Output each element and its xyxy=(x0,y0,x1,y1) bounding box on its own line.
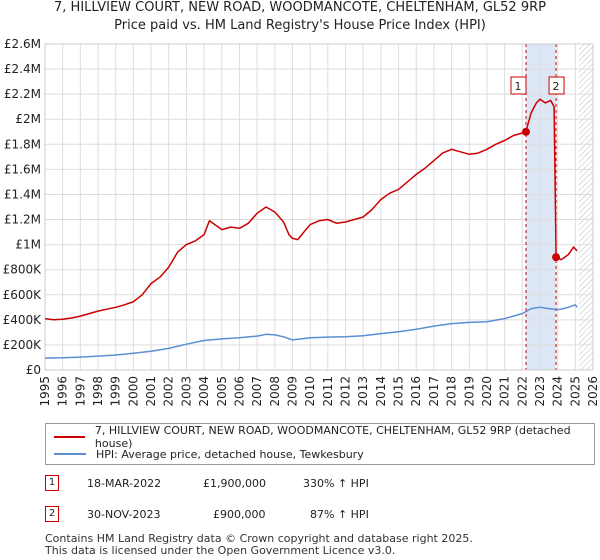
y-tick-label: £600K xyxy=(3,288,43,302)
x-tick-label: 1998 xyxy=(91,376,105,407)
x-tick-label: 2018 xyxy=(445,376,459,407)
x-tick-label: 2025 xyxy=(568,376,582,407)
y-tick-label: £800K xyxy=(3,263,43,277)
y-tick-label: £2.6M xyxy=(4,37,41,51)
chart-subtitle: Price paid vs. HM Land Registry's House … xyxy=(114,18,486,33)
x-tick-label: 2009 xyxy=(285,376,299,407)
y-tick-label: £1.8M xyxy=(4,137,41,151)
footer-license: This data is licensed under the Open Gov… xyxy=(45,544,396,557)
legend-label-property: 7, HILLVIEW COURT, NEW ROAD, WOODMANCOTE… xyxy=(94,424,571,450)
y-tick-label: £200K xyxy=(3,338,43,352)
x-tick-label: 2019 xyxy=(462,376,476,407)
x-tick-label: 1996 xyxy=(56,376,70,407)
sale-label-box xyxy=(548,76,565,95)
sale-point xyxy=(522,127,531,136)
hpi-line xyxy=(44,304,578,359)
x-tick-label: 2016 xyxy=(409,376,423,407)
x-tick-label: 2021 xyxy=(498,376,512,407)
x-tick-label: 2017 xyxy=(427,376,441,407)
sale-label: 2 xyxy=(553,80,560,93)
x-tick-label: 2024 xyxy=(551,376,565,407)
x-tick-label: 2010 xyxy=(303,376,317,407)
sale-date: 18-MAR-2022 xyxy=(87,477,162,490)
x-tick-label: 1997 xyxy=(73,376,87,407)
y-tick-label: £2M xyxy=(15,112,41,126)
x-tick-label: 2007 xyxy=(250,376,264,407)
y-tick-label: £2.4M xyxy=(4,62,41,76)
legend-line-property xyxy=(54,436,85,438)
sale-hpi-change: 87% ↑ HPI xyxy=(310,508,369,521)
y-tick-label: £400K xyxy=(3,313,43,327)
x-tick-label: 2003 xyxy=(179,376,193,407)
y-tick-label: £1.4M xyxy=(4,187,41,201)
x-tick-label: 2002 xyxy=(162,376,176,407)
legend-item-property: 7, HILLVIEW COURT, NEW ROAD, WOODMANCOTE… xyxy=(54,424,594,450)
x-tick-label: 2014 xyxy=(374,376,388,407)
y-tick-label: £1M xyxy=(15,238,41,252)
legend-line-hpi xyxy=(54,453,86,455)
x-tick-label: 1999 xyxy=(109,376,123,407)
y-tick-label: £0 xyxy=(26,363,41,377)
legend-label-hpi: HPI: Average price, detached house, Tewk… xyxy=(96,447,364,461)
y-tick-label: £1.6M xyxy=(4,162,41,176)
price-chart: £0 £200K £400K £600K £800K £1M £1.2M £1.4M £1.6M… xyxy=(3,37,600,407)
x-tick-label: 1995 xyxy=(38,376,52,407)
sale-price: £900,000 xyxy=(213,508,266,521)
x-tick-label: 2008 xyxy=(268,376,282,407)
sale-point xyxy=(552,253,561,262)
plot-area xyxy=(45,44,593,370)
sale-price: £1,900,000 xyxy=(203,477,266,490)
sale-label-box xyxy=(510,76,527,95)
x-tick-label: 2001 xyxy=(144,376,158,407)
sale-number-badge: 1 xyxy=(45,475,59,491)
forecast-hatch xyxy=(578,44,593,370)
sale-hpi-change: 330% ↑ HPI xyxy=(303,477,369,490)
sale-number-badge: 2 xyxy=(45,506,59,522)
legend: 7, HILLVIEW COURT, NEW ROAD, WOODMANCOTE… xyxy=(45,423,595,465)
legend-item-hpi: HPI: Average price, detached house, Tewk… xyxy=(54,446,364,462)
x-tick-label: 2020 xyxy=(480,376,494,407)
x-tick-label: 2006 xyxy=(232,376,246,407)
footer-copyright: Contains HM Land Registry data © Crown c… xyxy=(45,532,473,545)
x-tick-label: 2026 xyxy=(586,376,600,407)
sale-period-shading xyxy=(526,44,557,370)
x-tick-label: 2000 xyxy=(126,376,140,407)
x-tick-label: 2005 xyxy=(215,376,229,407)
x-tick-label: 2023 xyxy=(533,376,547,407)
x-tick-label: 2011 xyxy=(321,376,335,407)
x-tick-label: 2022 xyxy=(515,376,529,407)
sale-date: 30-NOV-2023 xyxy=(87,508,161,521)
x-tick-label: 2012 xyxy=(339,376,353,407)
y-tick-label: £2.2M xyxy=(4,87,41,101)
chart-title: 7, HILLVIEW COURT, NEW ROAD, WOODMANCOTE… xyxy=(54,0,546,15)
x-tick-label: 2015 xyxy=(392,376,406,407)
y-tick-label: £1.2M xyxy=(4,213,41,227)
x-tick-label: 2013 xyxy=(356,376,370,407)
x-tick-label: 2004 xyxy=(197,376,211,407)
sale-label: 1 xyxy=(515,80,522,93)
plot-border xyxy=(44,43,594,371)
